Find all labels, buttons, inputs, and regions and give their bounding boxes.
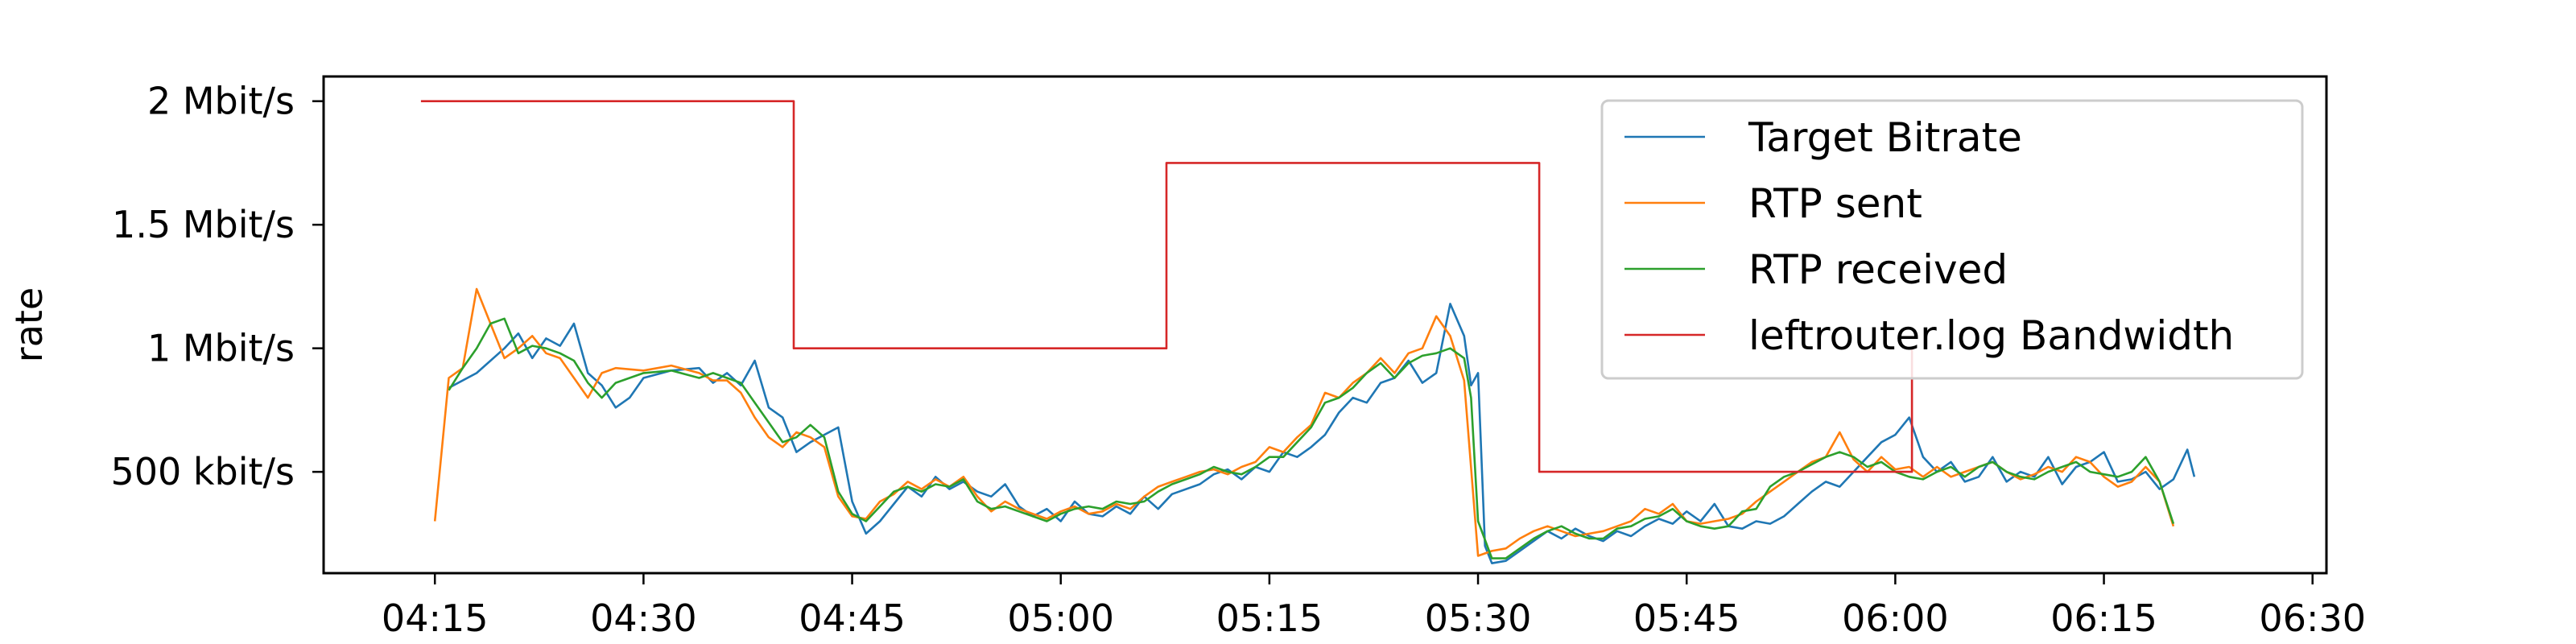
legend: Target Bitrate RTP sent RTP received leftro… bbox=[1600, 99, 2304, 380]
legend-box bbox=[1600, 99, 2304, 380]
x-tick-label: 05:00 bbox=[1007, 597, 1114, 640]
y-tick-label: 2 Mbit/s bbox=[147, 80, 295, 123]
x-tick-label: 05:15 bbox=[1216, 597, 1323, 640]
series-line-leftrouter-log-bandwidth bbox=[420, 100, 1913, 473]
y-tick-label: 1 Mbit/s bbox=[147, 327, 295, 370]
x-tick-label: 05:45 bbox=[1633, 597, 1740, 640]
y-axis-title: rate bbox=[7, 287, 51, 362]
y-axis: 2 Mbit/s 1.5 Mbit/s 1 Mbit/s 500 kbit/s bbox=[110, 80, 324, 493]
x-tick-label: 06:00 bbox=[1842, 597, 1949, 640]
y-tick-label: 500 kbit/s bbox=[110, 450, 295, 493]
legend-label: leftrouter.log Bandwidth bbox=[1748, 312, 2234, 359]
series-layer bbox=[420, 100, 2196, 565]
x-tick-label: 04:30 bbox=[590, 597, 697, 640]
axes-frame bbox=[322, 75, 2328, 575]
x-tick-label: 04:45 bbox=[799, 597, 906, 640]
series-line-rtp-sent bbox=[433, 287, 2175, 557]
x-tick-label: 05:30 bbox=[1425, 597, 1532, 640]
y-tick-label: 1.5 Mbit/s bbox=[112, 203, 295, 246]
x-tick-label: 06:30 bbox=[2259, 597, 2366, 640]
legend-label: Target Bitrate bbox=[1748, 114, 2022, 161]
x-axis: 04:15 04:30 04:45 05:00 05:15 05:30 05:45 06:00… bbox=[382, 573, 2366, 640]
legend-label: RTP sent bbox=[1748, 180, 1922, 227]
series-line-rtp-received bbox=[448, 317, 2175, 559]
x-tick-label: 04:15 bbox=[382, 597, 489, 640]
series-line-target-bitrate bbox=[448, 303, 2196, 565]
legend-label: RTP received bbox=[1748, 246, 2008, 293]
x-tick-label: 06:15 bbox=[2050, 597, 2157, 640]
